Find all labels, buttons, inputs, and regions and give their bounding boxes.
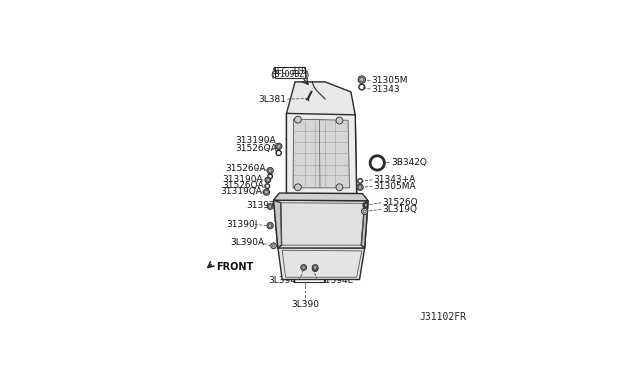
Text: 3L390: 3L390 — [291, 300, 319, 309]
Circle shape — [267, 222, 273, 229]
Polygon shape — [273, 200, 368, 248]
Circle shape — [268, 169, 272, 172]
Circle shape — [268, 203, 273, 209]
Text: 31319QA: 31319QA — [221, 187, 262, 196]
Polygon shape — [361, 201, 368, 248]
Text: J31102FR: J31102FR — [420, 312, 467, 323]
Circle shape — [314, 266, 317, 269]
Circle shape — [267, 167, 273, 174]
Polygon shape — [339, 115, 356, 193]
Circle shape — [312, 264, 318, 270]
Circle shape — [294, 184, 301, 191]
Circle shape — [273, 244, 275, 247]
Polygon shape — [293, 119, 349, 188]
Circle shape — [302, 266, 305, 269]
Circle shape — [301, 264, 307, 270]
Circle shape — [265, 177, 271, 183]
Text: 3B342Q: 3B342Q — [391, 158, 427, 167]
Text: 31526QA: 31526QA — [235, 144, 276, 153]
Circle shape — [312, 266, 318, 272]
Circle shape — [271, 243, 276, 248]
Circle shape — [358, 186, 362, 189]
Text: 31343: 31343 — [371, 84, 399, 93]
Circle shape — [362, 208, 368, 215]
Text: 313190A: 313190A — [235, 136, 276, 145]
Circle shape — [266, 179, 269, 182]
Circle shape — [336, 184, 343, 191]
Text: 31343+A: 31343+A — [373, 175, 415, 185]
Circle shape — [294, 116, 301, 123]
Text: 31394E: 31394E — [319, 276, 353, 285]
Circle shape — [277, 145, 280, 148]
Text: 31397: 31397 — [246, 201, 275, 209]
Text: (3109BZ): (3109BZ) — [271, 70, 309, 79]
Text: (3109BZ): (3109BZ) — [271, 71, 310, 80]
Polygon shape — [287, 82, 355, 125]
Text: 31305M: 31305M — [371, 76, 408, 85]
Text: 31305MA: 31305MA — [373, 182, 416, 190]
Text: 3L319Q: 3L319Q — [383, 205, 417, 214]
Polygon shape — [278, 247, 365, 279]
Polygon shape — [287, 113, 300, 193]
Text: 31526QA: 31526QA — [222, 181, 264, 190]
Text: 3L390A: 3L390A — [230, 238, 265, 247]
Text: SEC.310: SEC.310 — [273, 67, 307, 76]
Text: 315260A: 315260A — [225, 164, 266, 173]
Circle shape — [263, 189, 269, 195]
Text: 313190A: 313190A — [222, 175, 262, 184]
Text: 31390J: 31390J — [227, 220, 258, 229]
Polygon shape — [273, 193, 368, 201]
Polygon shape — [273, 200, 282, 248]
Text: FRONT: FRONT — [216, 263, 253, 273]
Circle shape — [276, 143, 282, 150]
Text: SEC.310: SEC.310 — [273, 67, 308, 76]
Circle shape — [268, 224, 272, 227]
Circle shape — [357, 184, 364, 190]
Circle shape — [336, 117, 343, 124]
Text: 3L381: 3L381 — [259, 94, 287, 103]
Circle shape — [265, 190, 268, 194]
Polygon shape — [287, 113, 356, 193]
Circle shape — [358, 76, 365, 83]
FancyBboxPatch shape — [275, 67, 305, 78]
Circle shape — [360, 77, 364, 81]
Circle shape — [364, 210, 366, 213]
Circle shape — [269, 205, 272, 208]
Text: 3L394: 3L394 — [269, 276, 296, 285]
Text: 31526Q: 31526Q — [383, 198, 418, 207]
